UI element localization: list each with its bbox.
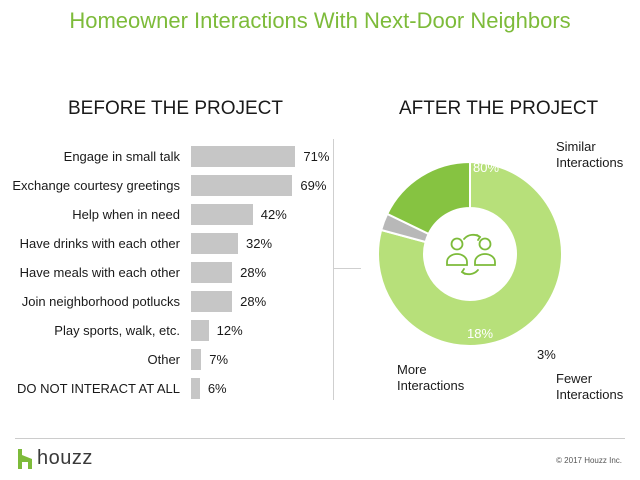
page-title: Homeowner Interactions With Next-Door Ne… <box>69 8 571 33</box>
similar-label-line1: Similar <box>556 139 596 154</box>
people-exchange-icon <box>446 233 496 276</box>
bar-category-label: Other <box>147 352 180 367</box>
fewer-label-line1: Fewer <box>556 371 593 386</box>
slice-value-label: 80% <box>473 160 499 175</box>
bar-value-label: 71% <box>303 149 330 164</box>
after-chart-title: AFTER THE PROJECT <box>399 98 599 119</box>
bar <box>191 175 293 196</box>
houzz-leaf-icon <box>18 448 32 469</box>
houzz-logo: houzz <box>18 447 93 470</box>
bar-value-label: 69% <box>300 178 327 193</box>
bar-value-label: 28% <box>240 265 267 280</box>
slice-value-label: 18% <box>467 326 493 341</box>
fewer-label-line2: Interactions <box>556 387 624 402</box>
footer-divider <box>15 438 625 439</box>
bar-value-label: 42% <box>260 207 287 222</box>
bar-category-label: Help when in need <box>72 207 180 222</box>
bar-category-label: Engage in small talk <box>63 149 180 164</box>
copyright-text: © 2017 Houzz Inc. <box>556 456 622 465</box>
bar-category-label: Play sports, walk, etc. <box>54 323 180 338</box>
before-chart-title: BEFORE THE PROJECT <box>68 98 284 119</box>
bar-category-label: Have drinks with each other <box>19 236 180 251</box>
bar <box>191 262 233 283</box>
brand-name: houzz <box>37 447 93 469</box>
bar-value-label: 32% <box>246 236 273 251</box>
divider-tick <box>333 268 361 269</box>
similar-label-line2: Interactions <box>556 155 624 170</box>
more-label-line1: More <box>397 362 427 377</box>
bar-category-label: DO NOT INTERACT AT ALL <box>16 381 180 396</box>
fewer-value-label: 3% <box>537 347 556 362</box>
bar <box>191 320 209 341</box>
bar-value-label: 12% <box>216 323 243 338</box>
bar <box>191 291 233 312</box>
similar-slice <box>377 160 563 347</box>
bar <box>191 233 239 254</box>
bar-category-label: Exchange courtesy greetings <box>12 178 180 193</box>
section-divider <box>333 139 334 400</box>
bar-category-label: Join neighborhood potlucks <box>21 294 180 309</box>
bar-value-label: 28% <box>240 294 267 309</box>
more-slice <box>385 160 471 236</box>
bar-category-label: Have meals with each other <box>19 265 180 280</box>
bar <box>191 204 253 225</box>
bar-value-label: 7% <box>209 352 229 367</box>
bar <box>191 349 202 370</box>
bar <box>191 378 200 399</box>
bar-value-label: 6% <box>207 381 227 396</box>
more-label-line2: Interactions <box>397 378 465 393</box>
bar <box>191 146 296 167</box>
